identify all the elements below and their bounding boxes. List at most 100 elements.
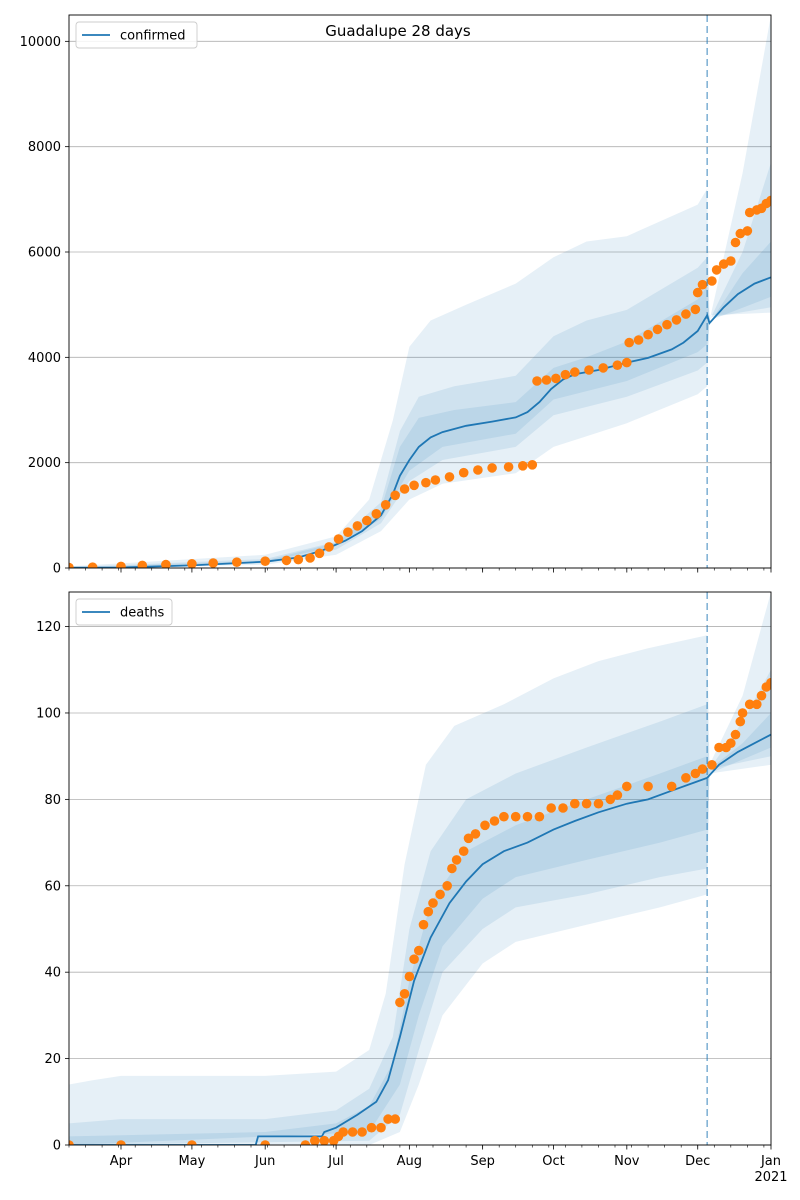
observed-point — [541, 375, 552, 385]
observed-point — [697, 279, 708, 290]
observed-point — [766, 195, 771, 206]
observed-point — [527, 460, 538, 470]
observed-point — [598, 363, 608, 373]
observed-point — [593, 798, 604, 809]
observed-point — [624, 337, 634, 348]
model-line — [69, 276, 771, 568]
x-tick-label: Dec — [685, 1154, 710, 1169]
x-tick-label: Sep — [470, 1154, 495, 1169]
observed-point — [470, 829, 481, 839]
y-tick-label: 40 — [44, 966, 61, 981]
observed-point — [399, 989, 410, 999]
uncertainty-band-outer — [69, 592, 771, 1145]
legend-label: deaths — [120, 606, 165, 621]
x-tick-label: Oct — [542, 1154, 564, 1169]
observed-point — [534, 811, 545, 822]
observed-point — [463, 833, 474, 844]
legend: confirmed — [75, 21, 198, 49]
observed-point — [428, 898, 438, 908]
observed-point — [489, 816, 500, 826]
observed-point — [532, 376, 542, 386]
observed-point — [380, 500, 391, 510]
y-tick-label: 80 — [44, 793, 61, 808]
x-tick-label: Jun — [254, 1154, 275, 1169]
observed-point — [362, 515, 372, 526]
observed-point — [458, 467, 469, 478]
observed-point — [418, 919, 429, 930]
observed-point — [314, 548, 325, 559]
observed-point — [352, 521, 363, 531]
y-tick-label: 2000 — [28, 456, 61, 471]
uncertainty-band-inner — [69, 713, 771, 1145]
x-tick-label: Apr — [110, 1154, 133, 1169]
y-tick-label: 60 — [44, 879, 61, 894]
observed-point — [260, 1140, 270, 1145]
observed-point — [260, 556, 271, 566]
uncertainty-band-outer — [69, 15, 771, 568]
observed-point — [232, 557, 242, 567]
model-line — [69, 733, 771, 1145]
observed-point — [444, 472, 455, 482]
legend-label: confirmed — [120, 29, 186, 44]
x-tick-label: Nov — [614, 1154, 640, 1169]
observed-point — [87, 562, 98, 568]
uncertainty-band-middle — [69, 669, 771, 1145]
observed-point — [423, 906, 434, 917]
y-tick-label: 8000 — [28, 140, 61, 155]
confirmed-panel: 0 2000 4000 6000 8000 10000 confirmed — [20, 14, 772, 577]
observed-point — [390, 1114, 401, 1124]
observed-point — [744, 699, 755, 710]
observed-point — [546, 803, 556, 813]
observed-point — [666, 781, 677, 792]
plot-area — [69, 592, 771, 1145]
observed-point — [333, 534, 344, 544]
x-tick-label: May — [178, 1154, 205, 1169]
y-tick-label: 10000 — [20, 35, 61, 50]
figure-title: Guadalupe 28 days — [325, 22, 471, 40]
observed-point — [371, 509, 382, 519]
observed-point — [622, 781, 632, 792]
legend-box — [75, 598, 173, 626]
axes-frame — [68, 591, 772, 1146]
observed-point — [208, 558, 218, 568]
observed-point — [305, 553, 315, 563]
y-tick-label: 0 — [53, 1139, 61, 1154]
observed-point — [711, 265, 722, 275]
observed-point — [442, 881, 453, 891]
observed-point — [473, 465, 483, 475]
observed-point — [633, 335, 644, 345]
observed-point — [737, 708, 748, 718]
observed-point — [161, 559, 171, 568]
observed-point — [480, 820, 490, 831]
observed-point — [366, 1122, 377, 1133]
x-tick-label: Aug — [397, 1154, 422, 1169]
x-tick-label: Jul — [327, 1154, 344, 1169]
observed-point — [671, 315, 682, 325]
observed-point — [69, 562, 74, 568]
observed-point — [570, 798, 580, 809]
observed-point — [766, 677, 771, 688]
observed-point — [726, 256, 736, 266]
observed-point — [730, 729, 741, 740]
observed-point — [730, 237, 741, 248]
observed-point — [69, 1140, 74, 1145]
observed-point — [347, 1127, 358, 1137]
observed-point — [510, 811, 521, 822]
observed-point — [421, 477, 431, 488]
observed-point — [343, 527, 353, 537]
observed-point — [622, 357, 632, 368]
observed-point — [570, 367, 580, 377]
y-tick-label: 0 — [53, 562, 61, 577]
observed-point — [503, 462, 514, 472]
observed-point — [652, 324, 663, 335]
observed-point — [399, 484, 410, 494]
y-tick-label: 120 — [36, 620, 61, 635]
observed-point — [518, 461, 528, 471]
observed-point — [116, 1140, 126, 1145]
observed-point — [756, 690, 767, 701]
plot-area — [69, 15, 771, 568]
observed-point — [310, 1135, 320, 1145]
observed-point — [137, 560, 148, 568]
y-tick-label: 100 — [36, 706, 61, 721]
observed-point — [116, 561, 126, 568]
